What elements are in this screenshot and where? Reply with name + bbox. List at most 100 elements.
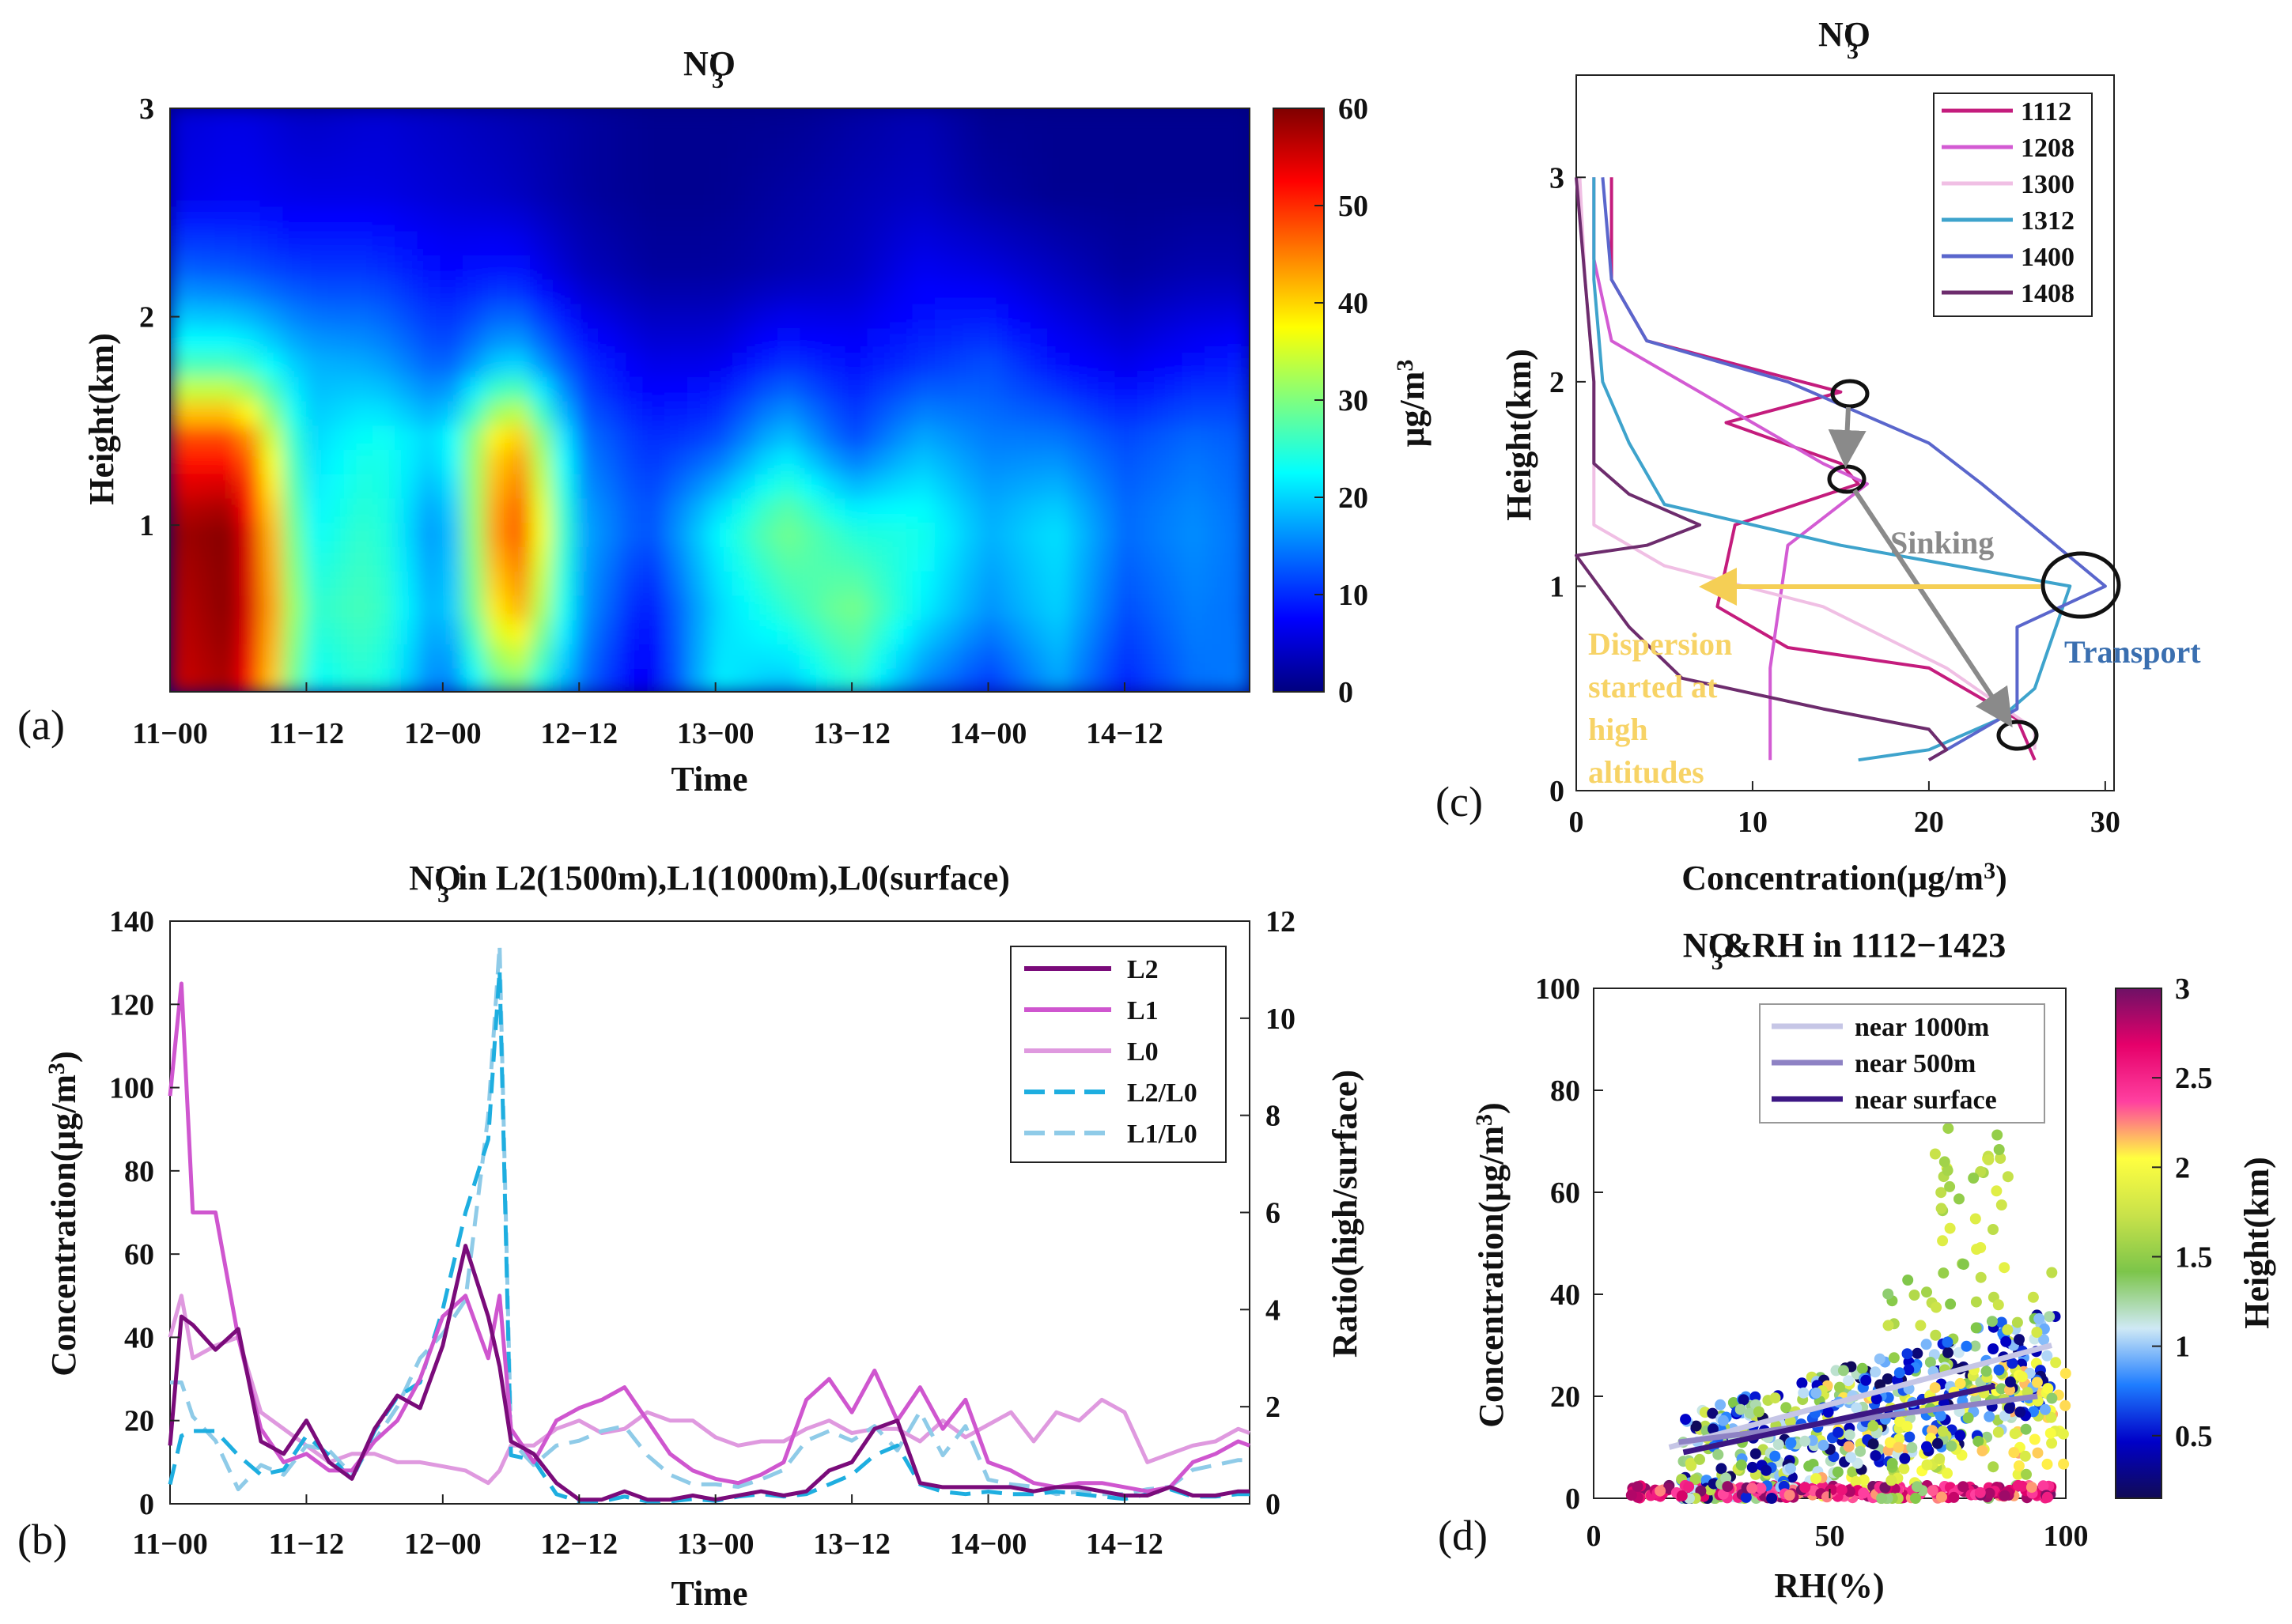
x-tick-label: 12−12 bbox=[540, 1528, 618, 1561]
heatmap-cell bbox=[192, 400, 217, 426]
heatmap-cell bbox=[574, 351, 599, 377]
heatmap-cell bbox=[327, 108, 351, 134]
heatmap-cell bbox=[1114, 521, 1139, 547]
heatmap-cell bbox=[934, 473, 959, 499]
heatmap-cell bbox=[1227, 278, 1250, 304]
heatmap-cell bbox=[934, 497, 959, 523]
heatmap-cell bbox=[642, 424, 667, 450]
heatmap-cell bbox=[642, 254, 667, 280]
panel-label-b: (b) bbox=[17, 1516, 67, 1563]
heatmap-cell bbox=[597, 570, 622, 596]
scatter-point bbox=[1834, 1381, 1845, 1393]
heatmap-cell bbox=[259, 448, 284, 474]
heatmap-cell bbox=[350, 229, 374, 255]
heatmap-cell bbox=[597, 132, 622, 158]
heatmap-cell bbox=[507, 108, 531, 134]
scatter-point bbox=[1879, 1482, 1891, 1494]
panel-label-a: (a) bbox=[17, 701, 65, 749]
heatmap-cell bbox=[417, 473, 441, 499]
heatmap-cell bbox=[800, 376, 824, 402]
heatmap-cell bbox=[1002, 667, 1027, 692]
scatter-point bbox=[2016, 1371, 2028, 1383]
heatmap-cell bbox=[1205, 254, 1229, 280]
scatter-point bbox=[2003, 1403, 2015, 1414]
heatmap-cell bbox=[957, 351, 981, 377]
legend-label: near surface bbox=[1855, 1086, 1997, 1115]
heatmap-cell bbox=[417, 229, 441, 255]
scatter-point bbox=[1798, 1387, 1810, 1399]
heatmap-cell bbox=[530, 643, 554, 669]
scatter-point bbox=[1944, 1222, 1956, 1234]
legend-box bbox=[1010, 946, 1227, 1163]
legend-label: 1112 bbox=[2021, 97, 2071, 127]
heatmap-cell bbox=[619, 303, 644, 329]
heatmap-cell bbox=[214, 667, 239, 692]
scatter-point bbox=[2042, 1383, 2054, 1395]
heatmap-cell bbox=[687, 473, 711, 499]
heatmap-cell bbox=[530, 157, 554, 183]
heatmap-cell bbox=[507, 327, 531, 353]
heatmap-cell bbox=[732, 132, 756, 158]
heatmap-cell bbox=[304, 473, 329, 499]
scatter-point bbox=[2002, 1324, 2014, 1335]
heatmap-cell bbox=[642, 278, 667, 304]
y2-tick-label: 0 bbox=[1265, 1488, 1280, 1521]
heatmap-cell bbox=[709, 521, 734, 547]
heatmap-cell bbox=[192, 448, 217, 474]
heatmap-cell bbox=[619, 473, 644, 499]
heatmap-cell bbox=[237, 229, 262, 255]
heatmap-cell bbox=[1024, 546, 1049, 572]
heatmap-cell bbox=[1205, 327, 1229, 353]
scatter-point bbox=[1685, 1460, 1697, 1471]
scatter-point bbox=[1851, 1402, 1863, 1414]
heatmap-cell bbox=[890, 229, 913, 255]
heatmap-cell bbox=[619, 327, 644, 353]
scatter-point bbox=[2058, 1458, 2070, 1470]
heatmap-cell bbox=[417, 667, 441, 692]
heatmap-cell bbox=[1002, 157, 1027, 183]
heatmap-cell bbox=[1024, 667, 1049, 692]
scatter-point bbox=[1761, 1464, 1772, 1476]
heatmap-cell bbox=[1047, 376, 1071, 402]
scatter-point bbox=[2046, 1392, 2058, 1404]
heatmap-cell bbox=[259, 157, 284, 183]
heatmap-cell bbox=[350, 448, 374, 474]
scatter-point bbox=[1837, 1365, 1849, 1377]
heatmap-cell bbox=[440, 108, 464, 134]
heatmap-cell bbox=[890, 206, 913, 232]
heatmap-cell bbox=[350, 376, 374, 402]
heatmap-cell bbox=[507, 278, 531, 304]
scatter-point bbox=[1961, 1340, 1972, 1352]
scatter-point bbox=[1971, 1244, 1983, 1255]
heatmap-cell bbox=[822, 448, 846, 474]
heatmap-cell bbox=[934, 303, 959, 329]
heatmap-cell bbox=[1047, 667, 1071, 692]
heatmap-cell bbox=[574, 108, 599, 134]
heatmap-cell bbox=[170, 132, 194, 158]
heatmap-cell bbox=[1227, 157, 1250, 183]
y2-tick-label: 2 bbox=[1265, 1391, 1280, 1424]
heatmap-cell bbox=[912, 400, 936, 426]
heatmap-cell bbox=[979, 181, 1004, 207]
heatmap-cell bbox=[1227, 667, 1250, 692]
scatter-point bbox=[1901, 1348, 1913, 1360]
heatmap-cell bbox=[934, 351, 959, 377]
scatter-point bbox=[2050, 1357, 2062, 1369]
heatmap-cell bbox=[1069, 497, 1094, 523]
heatmap-cell bbox=[822, 108, 846, 134]
heatmap-cell bbox=[282, 497, 307, 523]
heatmap-cell bbox=[687, 351, 711, 377]
y-tick-label: 3 bbox=[139, 93, 154, 126]
heatmap-cell bbox=[664, 570, 689, 596]
heatmap-cell bbox=[1227, 376, 1250, 402]
scatter-point bbox=[1799, 1482, 1811, 1494]
scatter-point bbox=[1769, 1392, 1781, 1404]
scatter-point bbox=[1822, 1407, 1834, 1418]
heatmap-cell bbox=[979, 376, 1004, 402]
heatmap-cell bbox=[327, 448, 351, 474]
heatmap-cell bbox=[1137, 424, 1161, 450]
heatmap-cell bbox=[1024, 132, 1049, 158]
series-line-l2-l0 bbox=[168, 967, 1250, 1504]
heatmap-cell bbox=[822, 667, 846, 692]
legend-label: L1 bbox=[1127, 996, 1159, 1025]
